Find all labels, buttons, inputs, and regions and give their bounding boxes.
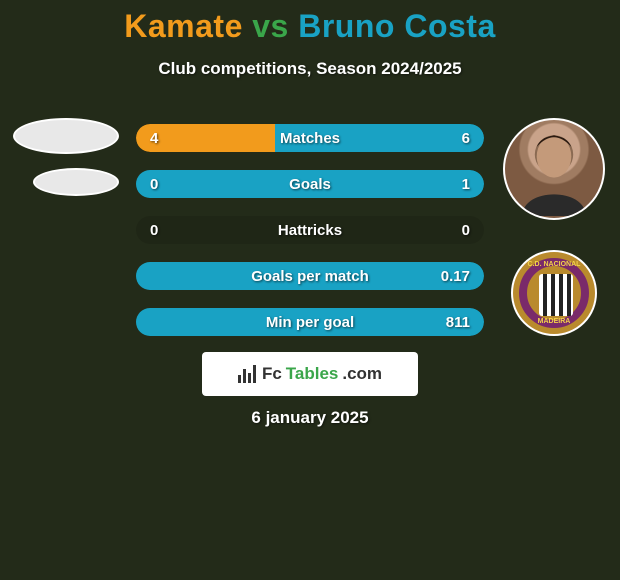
stat-label: Goals per match — [136, 262, 484, 290]
club-badge-stripes-icon — [539, 274, 573, 316]
stat-label: Matches — [136, 124, 484, 152]
player2-avatar — [503, 118, 605, 220]
stat-row: 46Matches — [136, 124, 484, 152]
comparison-bars: 46Matches 01Goals 00Hattricks 0.17Goals per… — [136, 124, 484, 336]
player1-club-placeholder — [33, 168, 119, 196]
subtitle: Club competitions, Season 2024/2025 — [0, 59, 620, 79]
club-badge-bottom-text: MADEIRA — [513, 318, 595, 325]
title-player2: Bruno Costa — [298, 8, 496, 44]
date-text: 6 january 2025 — [0, 408, 620, 428]
stat-label: Hattricks — [136, 216, 484, 244]
logo-word2: Tables — [286, 364, 339, 384]
title-vs: vs — [252, 8, 289, 44]
stat-row: 00Hattricks — [136, 216, 484, 244]
right-avatar-column: C.D. NACIONAL MADEIRA — [494, 118, 614, 336]
title: Kamate vs Bruno Costa — [0, 0, 620, 45]
logo-word1: Fc — [262, 364, 282, 384]
fctables-logo: FcTables.com — [202, 352, 418, 396]
comparison-infographic: Kamate vs Bruno Costa Club competitions,… — [0, 0, 620, 580]
player2-club-badge: C.D. NACIONAL MADEIRA — [511, 250, 597, 336]
bar-chart-icon — [238, 365, 256, 383]
stat-row: 811Min per goal — [136, 308, 484, 336]
stat-row: 0.17Goals per match — [136, 262, 484, 290]
club-badge-top-text: C.D. NACIONAL — [513, 261, 595, 268]
player1-avatar-placeholder — [13, 118, 119, 154]
stat-label: Min per goal — [136, 308, 484, 336]
left-avatar-column — [6, 118, 126, 196]
title-player1: Kamate — [124, 8, 243, 44]
stat-label: Goals — [136, 170, 484, 198]
player-silhouette-icon — [505, 118, 603, 218]
logo-word3: .com — [342, 364, 382, 384]
stat-row: 01Goals — [136, 170, 484, 198]
